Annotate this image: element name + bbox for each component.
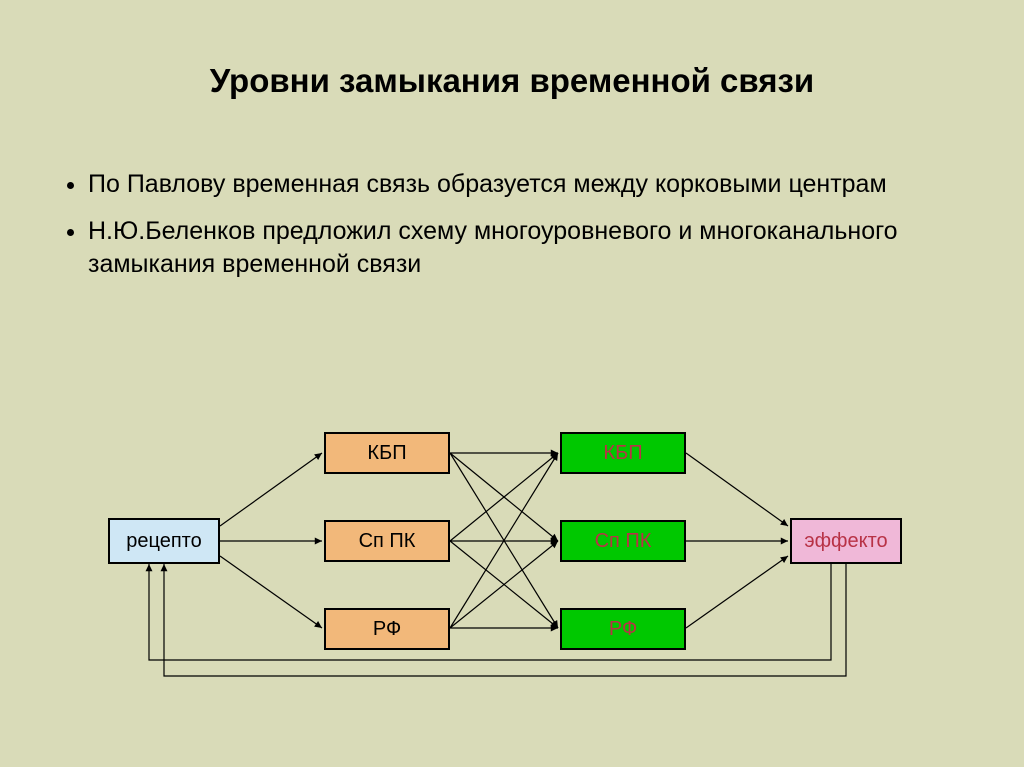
node-effect: эффекто: [790, 518, 902, 564]
node-recept: рецепто: [108, 518, 220, 564]
node-rf_l: РФ: [324, 608, 450, 650]
node-kbp_r: КБП: [560, 432, 686, 474]
diagram-arrows: [0, 0, 1024, 767]
diagram: рецепто КБП Сп ПК РФ КБП Сп ПК РФ эффекто: [0, 0, 1024, 767]
slide: Уровни замыкания временной связи По Павл…: [0, 0, 1024, 767]
node-kbp_l: КБП: [324, 432, 450, 474]
node-sppk_r: Сп ПК: [560, 520, 686, 562]
node-sppk_l: Сп ПК: [324, 520, 450, 562]
node-rf_r: РФ: [560, 608, 686, 650]
